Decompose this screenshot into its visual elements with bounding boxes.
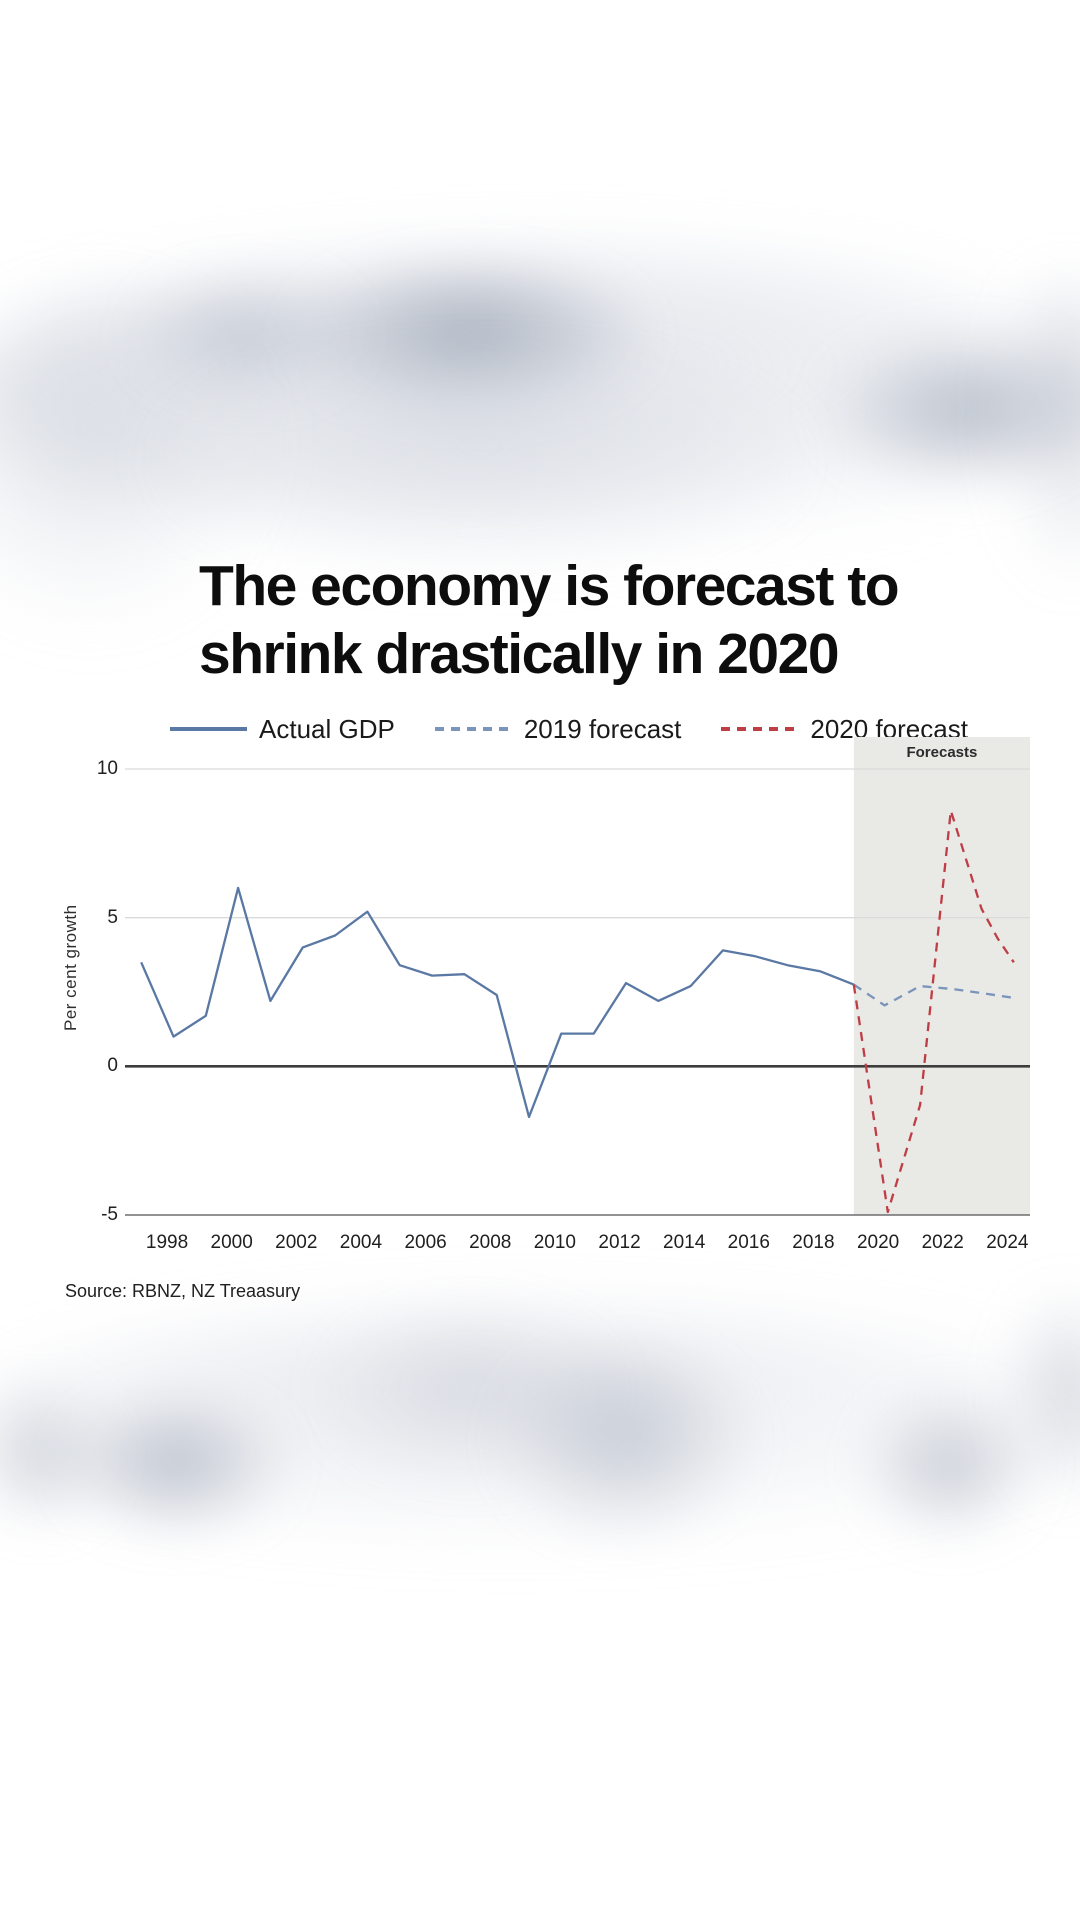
gridlines <box>125 768 1030 1216</box>
source-note: Source: RBNZ, NZ Treaasury <box>65 1281 301 1301</box>
watercolor-blob <box>0 1310 1080 1540</box>
watercolor-blob <box>0 250 1080 540</box>
x-tick-label: 2000 <box>210 1232 253 1253</box>
watercolor-blob <box>860 1390 1040 1540</box>
x-tick-label: 2016 <box>727 1232 770 1253</box>
watercolor-blob <box>0 1380 110 1530</box>
legend-label-2019-forecast: 2019 forecast <box>523 713 682 744</box>
x-tick-label: 2004 <box>339 1232 383 1253</box>
forecast-band-label: Forecasts <box>906 744 978 761</box>
watercolor-blob <box>1000 280 1080 580</box>
watercolor-blob <box>820 330 1080 490</box>
x-tick-label: 2022 <box>921 1232 964 1253</box>
series-line-2019-forecast <box>853 983 1014 1007</box>
legend-label-actual-gdp: Actual GDP <box>259 713 395 744</box>
watercolor-blob <box>60 1400 290 1540</box>
x-tick-label: 2006 <box>404 1232 447 1253</box>
legend-swatch-dashed-red-icon <box>721 727 799 731</box>
data-series <box>140 809 1015 1214</box>
legend-item-2020-forecast: 2020 forecast <box>721 714 968 745</box>
x-tick-label: 2020 <box>856 1232 900 1253</box>
x-tick-label: 2024 <box>986 1232 1029 1253</box>
y-axis-title: Per cent growth <box>61 904 80 1032</box>
x-tick-label: 2010 <box>533 1232 577 1253</box>
series-line-2020-forecast <box>852 809 1015 1214</box>
watercolor-blob <box>1010 1300 1080 1500</box>
legend-swatch-solid-line-icon <box>170 727 247 731</box>
chart-title-line-2: shrink drastically in 2020 <box>199 622 840 687</box>
watercolor-blob <box>290 265 650 415</box>
watercolor-blob <box>500 1350 750 1540</box>
y-tick-label: 5 <box>107 906 118 928</box>
chart-title-line-1: The economy is forecast to <box>199 554 900 618</box>
chart-legend: Actual GDP 2019 forecast 2020 forecast <box>170 710 968 748</box>
legend-label-2020-forecast: 2020 forecast <box>810 713 968 744</box>
y-tick-label: 0 <box>107 1055 118 1077</box>
x-tick-label: 2008 <box>469 1232 512 1253</box>
x-tick-label: 2014 <box>663 1232 706 1253</box>
y-tick-label: 10 <box>96 758 118 779</box>
chart-title: The economy is forecast to shrink drasti… <box>199 552 900 689</box>
legend-item-2019-forecast: 2019 forecast <box>434 713 682 745</box>
x-tick-label: 2002 <box>275 1232 318 1253</box>
x-tick-label: 1998 <box>145 1232 189 1253</box>
x-tick-label: 2012 <box>598 1232 641 1253</box>
series-line-actual-gdp <box>140 886 855 1119</box>
watercolor-blob <box>130 270 360 400</box>
watercolor-blob <box>330 1320 610 1470</box>
forecast-band <box>853 737 1030 1215</box>
y-tick-label: -5 <box>101 1204 118 1225</box>
watercolor-blob <box>160 370 800 560</box>
legend-item-actual-gdp: Actual GDP <box>170 714 395 745</box>
x-tick-label: 2018 <box>792 1232 835 1253</box>
legend-swatch-dashed-blue-icon <box>434 727 512 731</box>
